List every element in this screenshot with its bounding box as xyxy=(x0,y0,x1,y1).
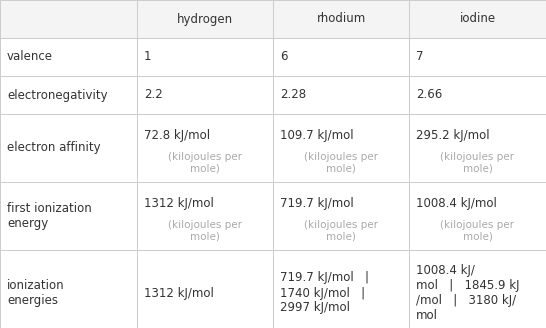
Text: 719.7 kJ/mol   |
1740 kJ/mol   |
2997 kJ/mol: 719.7 kJ/mol | 1740 kJ/mol | 2997 kJ/mol xyxy=(280,272,369,315)
Bar xyxy=(273,114,409,182)
Text: 1008.4 kJ/
mol   |   1845.9 kJ
/mol   |   3180 kJ/
mol: 1008.4 kJ/ mol | 1845.9 kJ /mol | 3180 k… xyxy=(416,264,519,322)
Bar xyxy=(409,250,546,328)
Bar xyxy=(0,114,137,182)
Text: 1312 kJ/mol: 1312 kJ/mol xyxy=(144,197,214,210)
Text: (kilojoules per
mole): (kilojoules per mole) xyxy=(304,220,378,242)
Bar xyxy=(137,182,273,250)
Bar xyxy=(273,182,409,250)
Bar xyxy=(137,38,273,76)
Text: electronegativity: electronegativity xyxy=(7,89,108,101)
Text: (kilojoules per
mole): (kilojoules per mole) xyxy=(441,152,514,174)
Bar xyxy=(273,76,409,114)
Bar xyxy=(409,76,546,114)
Bar xyxy=(409,38,546,76)
Bar xyxy=(409,0,546,38)
Bar xyxy=(137,0,273,38)
Bar xyxy=(0,250,137,328)
Text: (kilojoules per
mole): (kilojoules per mole) xyxy=(304,152,378,174)
Text: (kilojoules per
mole): (kilojoules per mole) xyxy=(168,220,242,242)
Bar xyxy=(0,76,137,114)
Bar xyxy=(0,182,137,250)
Text: hydrogen: hydrogen xyxy=(177,12,233,26)
Bar xyxy=(137,114,273,182)
Text: 2.66: 2.66 xyxy=(416,89,442,101)
Text: 7: 7 xyxy=(416,51,424,64)
Bar xyxy=(137,76,273,114)
Text: 2.28: 2.28 xyxy=(280,89,306,101)
Text: iodine: iodine xyxy=(459,12,496,26)
Bar xyxy=(273,250,409,328)
Text: 6: 6 xyxy=(280,51,288,64)
Text: 72.8 kJ/mol: 72.8 kJ/mol xyxy=(144,129,210,142)
Text: 295.2 kJ/mol: 295.2 kJ/mol xyxy=(416,129,490,142)
Text: 109.7 kJ/mol: 109.7 kJ/mol xyxy=(280,129,354,142)
Text: ionization
energies: ionization energies xyxy=(7,279,64,307)
Bar xyxy=(273,0,409,38)
Text: valence: valence xyxy=(7,51,53,64)
Text: first ionization
energy: first ionization energy xyxy=(7,202,92,230)
Bar xyxy=(137,250,273,328)
Text: (kilojoules per
mole): (kilojoules per mole) xyxy=(441,220,514,242)
Text: (kilojoules per
mole): (kilojoules per mole) xyxy=(168,152,242,174)
Text: 1: 1 xyxy=(144,51,151,64)
Bar xyxy=(409,114,546,182)
Text: 719.7 kJ/mol: 719.7 kJ/mol xyxy=(280,197,354,210)
Bar xyxy=(0,38,137,76)
Text: rhodium: rhodium xyxy=(316,12,366,26)
Text: 1008.4 kJ/mol: 1008.4 kJ/mol xyxy=(416,197,497,210)
Text: 2.2: 2.2 xyxy=(144,89,163,101)
Bar xyxy=(0,0,137,38)
Bar xyxy=(273,38,409,76)
Text: electron affinity: electron affinity xyxy=(7,141,100,154)
Bar xyxy=(409,182,546,250)
Text: 1312 kJ/mol: 1312 kJ/mol xyxy=(144,286,214,299)
